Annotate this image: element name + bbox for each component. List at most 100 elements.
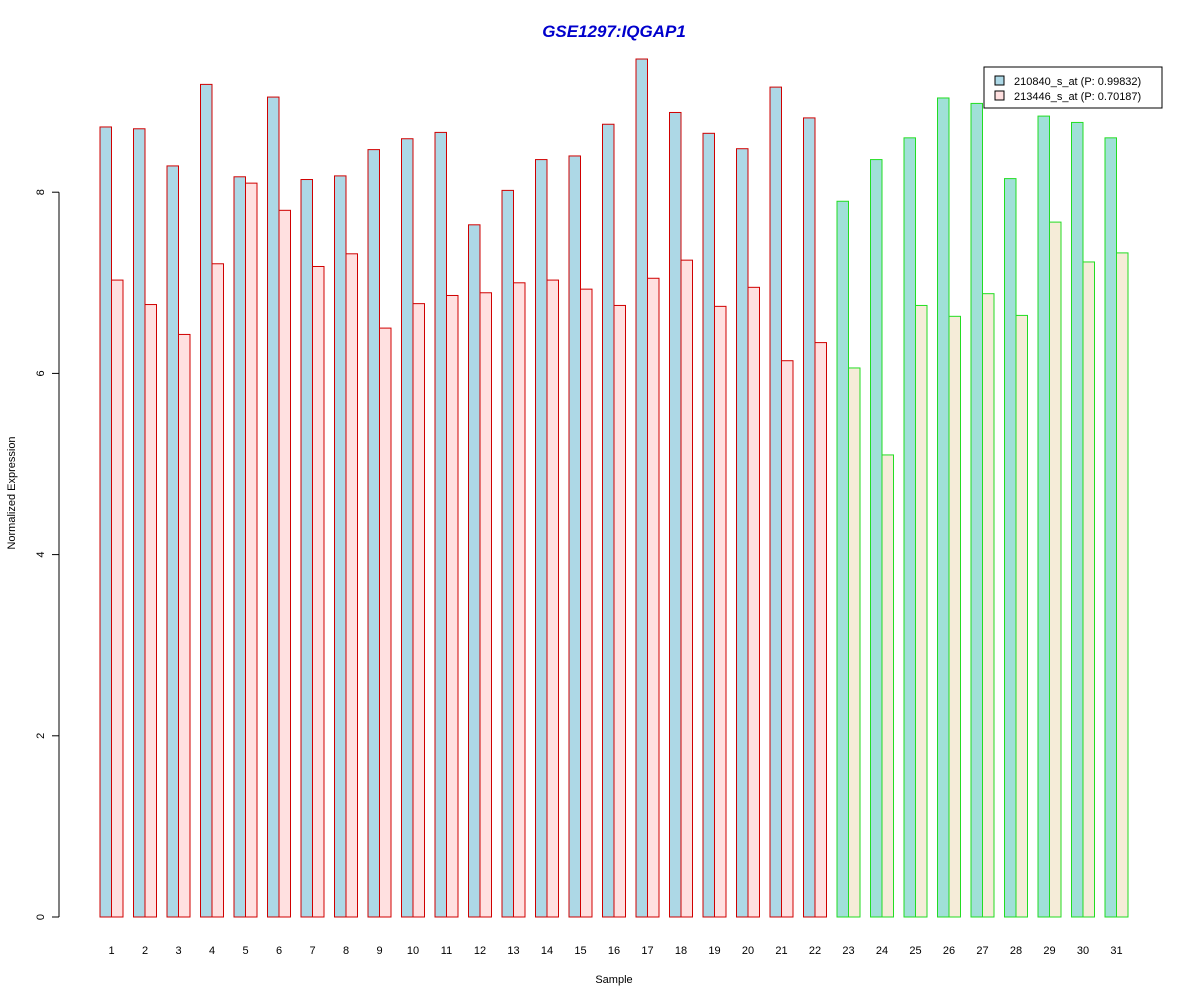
x-tick-label: 6: [276, 945, 282, 957]
bar-sample-21-series-1: [769, 86, 782, 918]
bar-sample-11-series-1: [434, 131, 447, 918]
bar-sample-7-series-2: [312, 265, 325, 918]
bar-sample-24-series-2: [881, 454, 894, 918]
bars-group: [99, 58, 1129, 918]
bar-sample-16-series-2: [613, 304, 626, 918]
bar-sample-18-series-2: [680, 259, 693, 918]
x-tick-label: 26: [943, 945, 955, 957]
bar-sample-27-series-2: [982, 293, 995, 918]
bar-sample-15-series-2: [580, 288, 593, 918]
x-tick-label: 14: [541, 945, 553, 957]
bar-sample-9-series-2: [379, 327, 392, 918]
x-tick-label: 31: [1110, 945, 1122, 957]
x-tick-label: 10: [407, 945, 419, 957]
bar-sample-30-series-2: [1082, 261, 1095, 918]
bar-sample-1-series-2: [111, 279, 124, 918]
bar-sample-14-series-2: [546, 279, 559, 918]
x-tick-label: 16: [608, 945, 620, 957]
x-tick-label: 22: [809, 945, 821, 957]
bar-sample-17-series-1: [635, 58, 648, 918]
bar-sample-9-series-1: [367, 149, 380, 918]
legend-swatch-series-2: [994, 90, 1005, 101]
bar-sample-26-series-1: [937, 97, 950, 918]
x-tick-label: 11: [441, 945, 452, 957]
x-tick-label: 30: [1077, 945, 1089, 957]
bar-sample-29-series-1: [1037, 115, 1050, 918]
bar-sample-12-series-1: [468, 224, 481, 918]
x-tick-label: 13: [507, 945, 519, 957]
bar-sample-6-series-1: [267, 96, 280, 918]
y-tick-label: 6: [35, 370, 47, 376]
bar-sample-19-series-2: [714, 305, 727, 918]
legend: 210840_s_at (P: 0.99832) 213446_s_at (P:…: [983, 66, 1163, 109]
bar-sample-12-series-2: [479, 292, 492, 918]
x-tick-label: 18: [675, 945, 687, 957]
bar-sample-22-series-2: [814, 342, 827, 918]
bar-sample-20-series-1: [736, 148, 749, 918]
bar-sample-25-series-1: [903, 137, 916, 918]
y-tick-label: 8: [35, 189, 47, 195]
bar-sample-28-series-1: [1004, 178, 1017, 918]
bar-sample-4-series-2: [211, 263, 224, 918]
y-tick-label: 4: [35, 552, 47, 558]
bar-sample-2-series-2: [144, 304, 157, 918]
bar-sample-7-series-1: [300, 179, 313, 918]
bar-sample-24-series-1: [870, 159, 883, 918]
bar-sample-23-series-2: [848, 367, 861, 918]
x-tick-label: 28: [1010, 945, 1022, 957]
x-tick-label: 8: [343, 945, 349, 957]
bar-sample-10-series-1: [401, 138, 414, 918]
x-tick-label: 2: [142, 945, 148, 957]
bar-sample-20-series-2: [747, 286, 760, 918]
x-tick-label: 23: [842, 945, 854, 957]
bar-sample-28-series-2: [1015, 314, 1028, 918]
x-tick-label: 19: [708, 945, 720, 957]
bar-sample-19-series-1: [702, 132, 715, 918]
legend-label-series-1: 210840_s_at (P: 0.99832): [1014, 76, 1141, 88]
bar-sample-29-series-2: [1049, 221, 1062, 918]
bar-sample-21-series-2: [781, 360, 794, 918]
x-axis-label: Sample: [595, 974, 632, 986]
bar-sample-8-series-2: [345, 253, 358, 918]
x-tick-label: 21: [775, 945, 787, 957]
x-tick-label: 17: [641, 945, 653, 957]
bar-sample-30-series-1: [1071, 121, 1084, 918]
legend-swatch-series-1: [994, 75, 1005, 86]
legend-label-series-2: 213446_s_at (P: 0.70187): [1014, 91, 1141, 103]
y-axis: 0 2 4 6 8: [35, 189, 60, 920]
bar-sample-31-series-1: [1104, 137, 1117, 918]
bar-sample-1-series-1: [99, 126, 112, 918]
bar-sample-13-series-2: [513, 282, 526, 918]
bar-sample-10-series-2: [412, 303, 425, 918]
bar-sample-2-series-1: [133, 128, 146, 918]
x-tick-label: 12: [474, 945, 486, 957]
y-tick-label: 0: [35, 914, 47, 920]
bar-sample-4-series-1: [200, 83, 213, 918]
x-tick-label: 24: [876, 945, 888, 957]
bar-sample-31-series-2: [1116, 252, 1129, 918]
bar-sample-25-series-2: [915, 304, 928, 918]
x-tick-label: 25: [909, 945, 921, 957]
x-tick-label: 27: [976, 945, 988, 957]
x-tick-label: 7: [309, 945, 315, 957]
x-tick-labels: 1 2 3 4 5 6 7 8 9 10 11 12 13 14 15 16 17 18 19 20 21 22 23 24 2…: [108, 945, 1122, 957]
x-tick-label: 1: [108, 945, 114, 957]
bar-sample-18-series-1: [669, 111, 682, 918]
chart-title: GSE1297:IQGAP1: [542, 22, 686, 41]
x-tick-label: 5: [242, 945, 248, 957]
bar-sample-11-series-2: [446, 294, 459, 918]
bar-sample-22-series-1: [803, 117, 816, 918]
bar-sample-5-series-2: [245, 182, 258, 918]
bar-sample-27-series-1: [970, 102, 983, 918]
bar-sample-23-series-1: [836, 200, 849, 918]
bar-sample-14-series-1: [535, 159, 548, 918]
bar-sample-16-series-1: [602, 123, 615, 918]
bar-sample-8-series-1: [334, 175, 347, 918]
y-axis-label: Normalized Expression: [6, 436, 18, 549]
bar-sample-13-series-1: [501, 189, 514, 918]
y-tick-label: 2: [35, 733, 47, 739]
legend-box: [983, 66, 1163, 109]
bar-sample-17-series-2: [647, 277, 660, 918]
bar-sample-3-series-1: [166, 165, 179, 918]
